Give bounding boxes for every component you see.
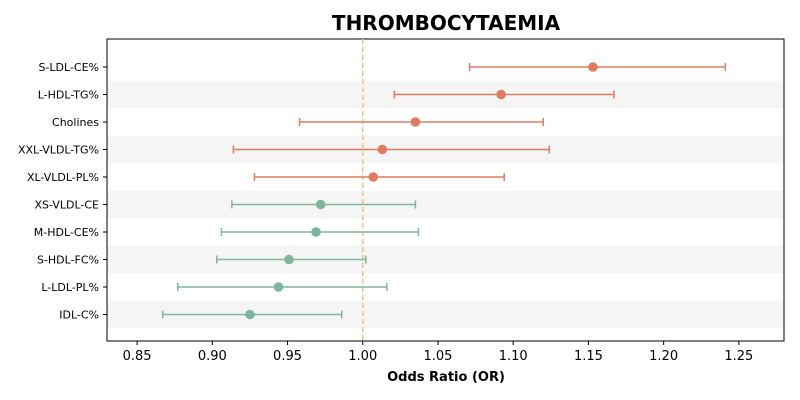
odds-ratio-point bbox=[311, 227, 321, 237]
odds-ratio-point bbox=[245, 309, 255, 320]
x-tick-label: 0.90 bbox=[198, 349, 227, 364]
x-tick-label: 1.25 bbox=[724, 349, 753, 364]
x-tick-label: 0.95 bbox=[273, 349, 302, 364]
x-axis: 0.85 0.90 0.95 1.00 1.05 1.10 1.15 1.20 1.25 bbox=[123, 341, 753, 364]
x-tick-label: 1.05 bbox=[424, 349, 453, 364]
x-tick-label: 1.20 bbox=[649, 349, 678, 364]
row-band bbox=[107, 245, 784, 274]
y-tick-label: IDL-C% bbox=[59, 309, 99, 322]
y-tick-label: M-HDL-CE% bbox=[34, 226, 99, 239]
y-tick-label: XL-VLDL-PL% bbox=[27, 171, 99, 184]
x-tick-label: 1.15 bbox=[574, 349, 603, 364]
y-tick-label: S-HDL-FC% bbox=[37, 254, 99, 267]
odds-ratio-point bbox=[410, 117, 421, 127]
plot-frame bbox=[106, 38, 785, 342]
chart-title: THROMBOCYTAEMIA bbox=[332, 11, 561, 35]
y-tick-label: L-HDL-TG% bbox=[38, 89, 99, 102]
y-tick-label: Cholines bbox=[52, 116, 99, 129]
row-band bbox=[107, 190, 784, 219]
x-tick-label: 1.10 bbox=[499, 349, 528, 364]
y-tick-label: XS-VLDL-CE bbox=[34, 199, 99, 212]
odds-ratio-point bbox=[368, 172, 379, 182]
row-bands bbox=[107, 80, 784, 329]
odds-ratio-point bbox=[284, 254, 294, 265]
x-tick-label: 0.85 bbox=[123, 349, 152, 364]
odds-ratio-point bbox=[496, 89, 506, 100]
odds-ratio-point bbox=[588, 62, 598, 72]
odds-ratio-point bbox=[315, 199, 326, 210]
y-tick-label: L-LDL-PL% bbox=[41, 281, 99, 294]
x-tick-label: 1.00 bbox=[348, 349, 377, 364]
odds-ratio-point bbox=[273, 282, 284, 292]
x-axis-label: Odds Ratio (OR) bbox=[387, 370, 505, 385]
chart-marks bbox=[161, 62, 727, 320]
y-axis: S-LDL-CE% L-HDL-TG% Cholines XXL-VLDL-TG% XL… bbox=[18, 61, 107, 322]
y-tick-label: S-LDL-CE% bbox=[38, 61, 99, 74]
y-tick-label: XXL-VLDL-TG% bbox=[18, 144, 99, 157]
odds-ratio-point bbox=[377, 144, 388, 155]
